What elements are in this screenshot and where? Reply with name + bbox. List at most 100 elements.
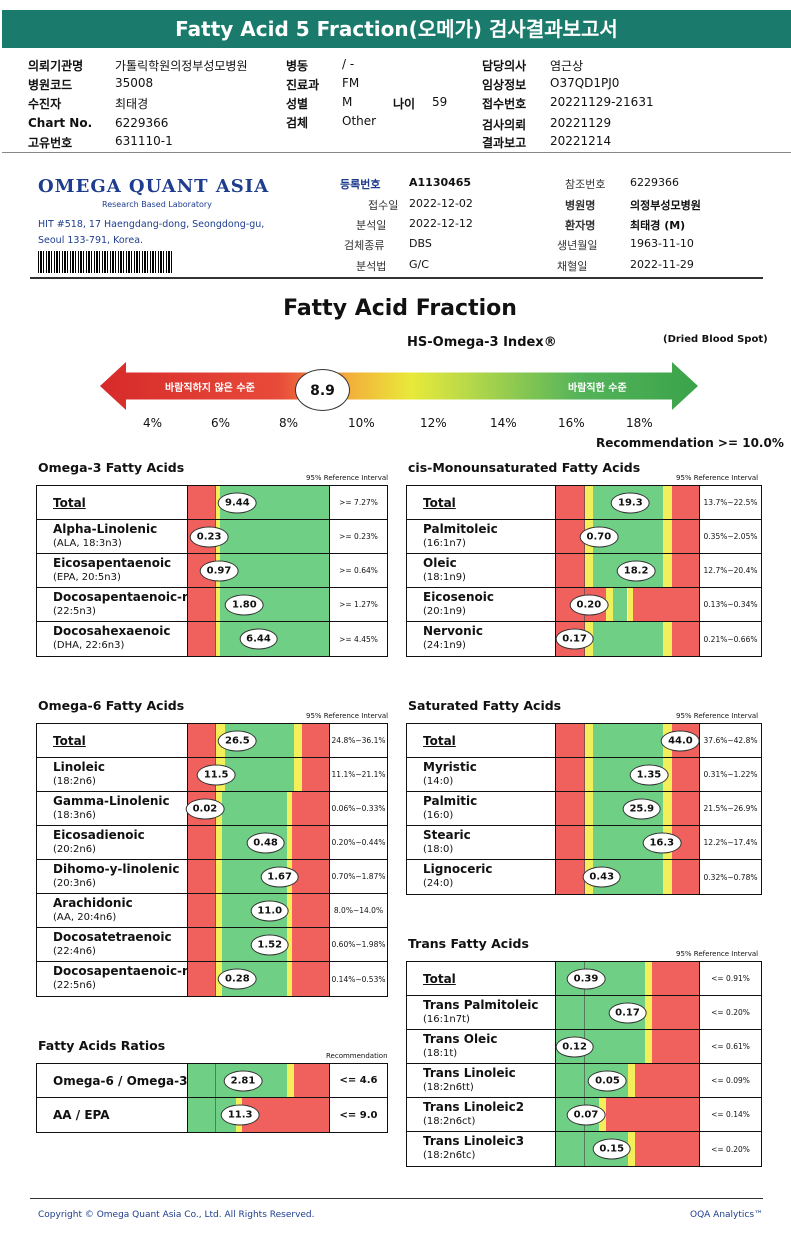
result-value: 0.02 (185, 798, 225, 819)
table-row: Trans Linoleic (18:2n6tt) 0.05 <= 0.09% (407, 1064, 761, 1098)
result-value: 1.52 (250, 934, 290, 955)
fatty-acid-name: Linoleic (53, 760, 106, 774)
range-segment (584, 554, 594, 587)
reference-interval: 11.1%~21.1% (331, 770, 386, 779)
table-row: Alpha-Linolenic (ALA, 18:3n3) 0.23 >= 0.23% (37, 520, 387, 554)
index-tick-label: 12% (420, 416, 447, 430)
divider (30, 1198, 763, 1199)
table-row: Gamma-Linolenic (18:3n6) 0.02 0.06%~0.33% (37, 792, 387, 826)
range-segment (293, 758, 303, 791)
range-segment (188, 588, 217, 621)
reference-header: 95% Reference Interval (306, 712, 389, 720)
range-marker (583, 724, 585, 757)
index-tick-label: 18% (626, 416, 653, 430)
range-bar: 19.3 (555, 486, 700, 519)
reference-interval: >= 0.23% (339, 532, 378, 541)
undesirable-label: 바람직하지 않은 수준 (165, 383, 255, 394)
result-value: 0.70 (579, 526, 619, 547)
range-bar: 0.70 (555, 520, 700, 553)
reference-interval: <= 0.20% (711, 1144, 750, 1154)
range-segment (613, 588, 628, 621)
table-row: Omega-6 / Omega-3 2.81 <= 4.6 (37, 1064, 387, 1098)
range-segment (584, 758, 594, 791)
range-bar: 16.3 (555, 826, 700, 859)
patient-field-label: 담당의사 (482, 59, 527, 73)
lab-field-label: 분석법 (356, 260, 387, 273)
range-marker (583, 1064, 585, 1097)
patient-field-label: 접수번호 (482, 97, 527, 111)
patient-field-value: Other (342, 114, 377, 128)
fatty-acid-name: Eicosapentaenoic (53, 556, 172, 570)
patient-field-value: 염근상 (550, 59, 584, 73)
result-value: 0.17 (555, 628, 594, 650)
result-value: 0.97 (199, 560, 239, 581)
section-table: Total 9.44 >= 7.27% Alpha-Linolenic (ALA, 18… (36, 485, 388, 657)
fatty-acid-name: Docosatetraenoic (53, 930, 172, 944)
table-row: Docosatetraenoic (22:4n6) 1.52 0.60%~1.98% (37, 928, 387, 962)
section-title: Fatty Acids Ratios (38, 1038, 166, 1053)
reference-interval: 0.35%~2.05% (703, 532, 758, 541)
range-marker (215, 894, 217, 927)
result-value: 18.2 (616, 560, 656, 581)
fatty-acid-name: Lignoceric (423, 862, 493, 876)
patient-field-value: 6229366 (115, 116, 169, 130)
range-bar: 0.20 (555, 588, 700, 621)
reference-header: 95% Reference Interval (306, 474, 389, 482)
range-segment (606, 588, 614, 621)
table-row: Myristic (14:0) 1.35 0.31%~1.22% (407, 758, 761, 792)
reference-interval: 21.5%~26.9% (703, 804, 758, 813)
table-row: Arachidonic (AA, 20:4n6) 11.0 8.0%~14.0% (37, 894, 387, 928)
fatty-acid-code: (20:3n6) (53, 878, 96, 889)
patient-field-label: 병원코드 (28, 78, 73, 92)
range-marker (583, 826, 585, 859)
table-row: Total 9.44 >= 7.27% (37, 486, 387, 520)
fatty-acid-code: (22:4n6) (53, 946, 96, 957)
recommendation: Recommendation >= 10.0% (596, 436, 784, 450)
fatty-acid-name: AA / EPA (53, 1108, 110, 1122)
lab-field-label: 참조번호 (565, 178, 606, 191)
reference-interval: 0.31%~1.22% (703, 770, 758, 779)
copyright: Copyright © Omega Quant Asia Co., Ltd. A… (38, 1210, 315, 1220)
range-segment (216, 860, 222, 893)
range-segment (663, 792, 672, 825)
fatty-acid-code: (18:0) (423, 844, 454, 855)
range-segment (286, 1064, 294, 1097)
result-value: 25.9 (622, 798, 662, 819)
range-marker (215, 1098, 217, 1132)
reference-interval: 12.7%~20.4% (703, 566, 758, 575)
range-segment (651, 1030, 699, 1063)
fatty-acid-code: (20:1n9) (423, 606, 466, 617)
fatty-acid-code: (14:0) (423, 776, 454, 787)
table-row: Eicosenoic (20:1n9) 0.20 0.13%~0.34% (407, 588, 761, 622)
range-segment (224, 758, 294, 791)
range-segment (216, 928, 222, 961)
lab-field-value: 최태경 (M) (630, 219, 686, 232)
patient-field-value: 최태경 (115, 97, 149, 111)
index-tick-label: 8% (279, 416, 299, 430)
reference-interval: <= 4.6 (339, 1075, 378, 1086)
lab-address-1: HIT #518, 17 Haengdang-dong, Seongdong-g… (38, 219, 265, 230)
result-value: 0.39 (566, 968, 606, 989)
fatty-acid-name: Trans Oleic (423, 1032, 498, 1046)
fatty-acid-name: Docosapentaenoic-n3 (53, 590, 199, 604)
fatty-acid-code: (16:0) (423, 810, 454, 821)
result-value: 9.44 (218, 492, 257, 513)
range-segment (293, 724, 303, 757)
fatty-acid-code: (22:5n3) (53, 606, 96, 617)
range-segment (556, 724, 585, 757)
range-bar: 0.43 (555, 860, 700, 894)
range-segment (663, 554, 672, 587)
reference-interval: 37.6%~42.8% (703, 736, 758, 745)
range-bar: 25.9 (555, 792, 700, 825)
fatty-acid-name: Omega-6 / Omega-3 (53, 1074, 188, 1088)
reference-header: 95% Reference Interval (676, 950, 759, 958)
range-bar: 1.35 (555, 758, 700, 791)
table-row: Trans Oleic (18:1t) 0.12 <= 0.61% (407, 1030, 761, 1064)
range-segment (286, 826, 293, 859)
range-segment (556, 486, 585, 519)
range-bar: 11.5 (187, 758, 330, 791)
table-row: Trans Linoleic3 (18:2n6tc) 0.15 <= 0.20% (407, 1132, 761, 1166)
fatty-acid-name: Alpha-Linolenic (53, 522, 158, 536)
result-value: 1.80 (225, 594, 264, 615)
range-marker (215, 860, 217, 893)
